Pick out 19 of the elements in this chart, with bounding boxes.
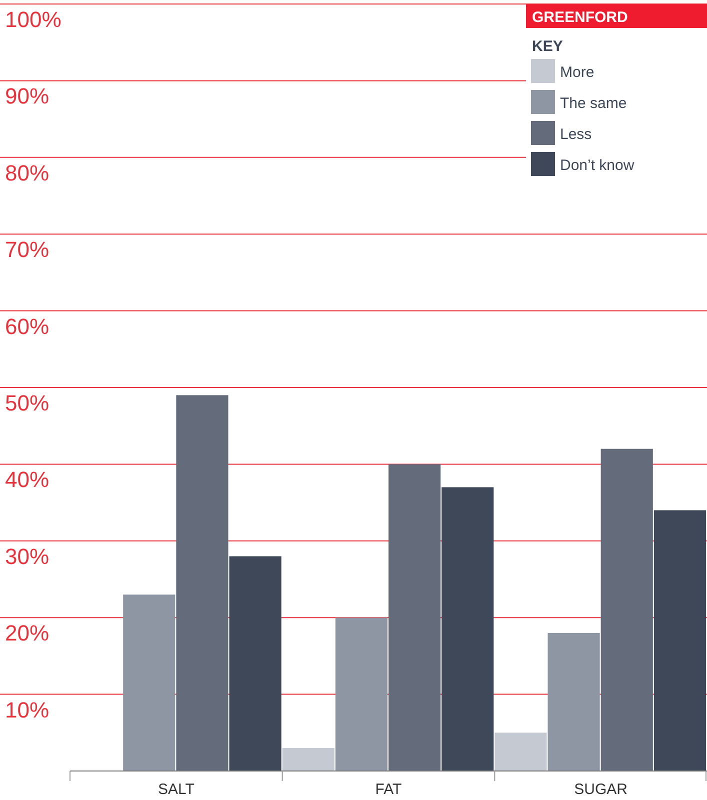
y-tick-label: 60% <box>5 314 50 339</box>
y-tick-label: 30% <box>5 544 50 569</box>
y-tick-label: 20% <box>5 620 50 646</box>
legend-label: Don’t know <box>560 157 634 174</box>
y-tick-label: 70% <box>5 237 50 262</box>
y-tick-label: 90% <box>5 84 50 109</box>
y-tick-label: 40% <box>5 467 50 492</box>
y-tick-label: 10% <box>5 697 50 722</box>
chart-title: GREENFORD <box>532 9 628 26</box>
x-tick-label: SUGAR <box>574 781 628 798</box>
legend-label: Less <box>560 126 592 143</box>
y-tick-label: 80% <box>5 160 50 186</box>
legend-title: KEY <box>532 38 563 55</box>
x-tick-label: SALT <box>158 781 194 798</box>
legend-label: More <box>560 64 594 81</box>
y-tick-label: 100% <box>5 7 62 32</box>
x-tick-label: FAT <box>375 781 402 798</box>
legend-label: The same <box>560 95 627 112</box>
y-tick-label: 50% <box>5 390 50 416</box>
